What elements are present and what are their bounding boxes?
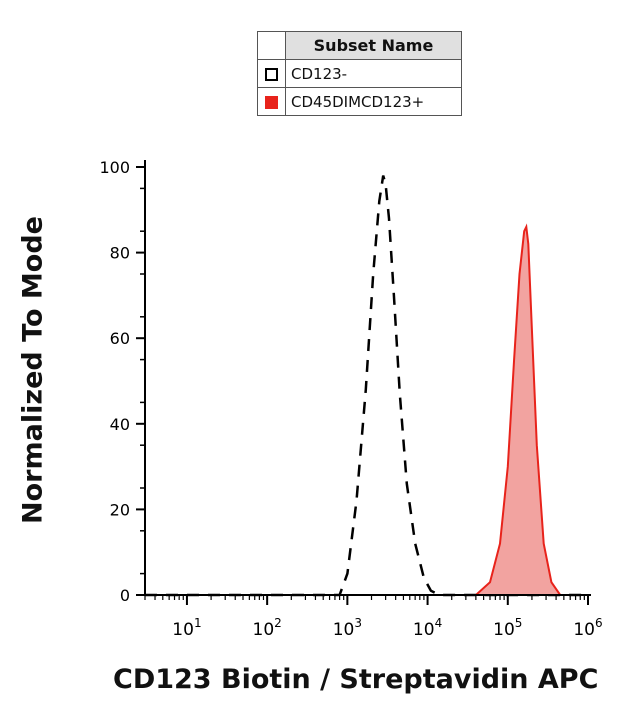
x-axis-label: CD123 Biotin / Streptavidin APC (113, 664, 599, 695)
x-tick-label: 103 (333, 616, 362, 640)
series-line (145, 223, 588, 596)
legend-table: Subset Name CD123- CD45DIMCD123+ (257, 31, 462, 116)
y-axis-label: Normalized To Mode (17, 216, 49, 524)
x-tick-label: 101 (172, 616, 201, 640)
x-tick-label: 104 (413, 616, 442, 640)
legend-item-label: CD45DIMCD123+ (285, 87, 462, 116)
y-tick-label: 60 (110, 329, 130, 348)
x-tick-label: 106 (573, 616, 602, 640)
legend-header-row: Subset Name (257, 31, 462, 60)
series-line (145, 175, 588, 597)
legend-swatch-outline-icon (265, 68, 278, 81)
legend-swatch-filled-icon (265, 96, 278, 109)
legend-item: CD45DIMCD123+ (257, 87, 462, 116)
y-tick-label: 20 (110, 500, 130, 519)
y-tick-label: 0 (120, 586, 130, 605)
x-tick-label: 102 (253, 616, 282, 640)
series-area-fill (145, 226, 588, 595)
y-tick-label: 100 (99, 158, 130, 177)
legend-header: Subset Name (285, 31, 462, 60)
y-tick-label: 80 (110, 244, 130, 263)
x-tick-label: 105 (493, 616, 522, 640)
y-tick-label: 40 (110, 415, 130, 434)
